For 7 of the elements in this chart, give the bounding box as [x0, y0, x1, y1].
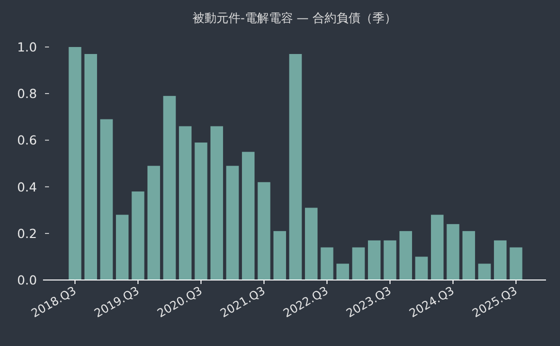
- y-tick-label: 1.0: [17, 40, 38, 54]
- y-tick-label: 0.0: [17, 272, 38, 288]
- y-tick-label: 0.8: [17, 86, 38, 102]
- y-tick-label: 0.2: [17, 226, 37, 241]
- chart-title: 被動元件-電解電容 — 合約負債（季）: [192, 11, 396, 25]
- y-tick-label: 0.6: [17, 132, 38, 148]
- y-tick-label: 0.4: [17, 179, 38, 194]
